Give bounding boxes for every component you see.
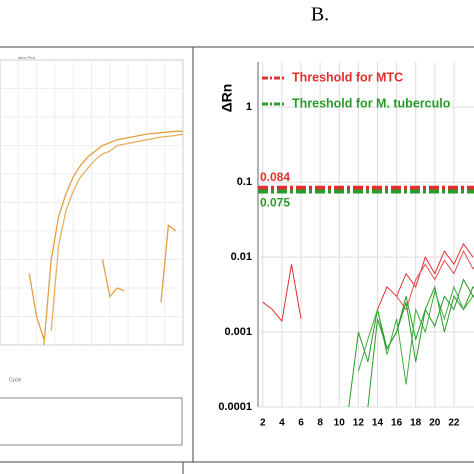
threshold-label: 0.084 bbox=[260, 170, 290, 184]
x-tick-label: 14 bbox=[372, 418, 384, 429]
x-tick-label: 22 bbox=[448, 418, 460, 429]
y-tick-label: 0.01 bbox=[231, 251, 252, 263]
y-axis-label: ΔRn bbox=[219, 84, 235, 113]
x-tick-label: 4 bbox=[279, 418, 285, 429]
series-line bbox=[43, 130, 183, 345]
panel-label: B. bbox=[311, 4, 329, 26]
left-x-label: Cycle bbox=[9, 377, 22, 383]
x-tick-label: 10 bbox=[334, 418, 346, 429]
x-tick-label: 20 bbox=[429, 418, 441, 429]
series-line bbox=[50, 133, 183, 331]
series-line bbox=[348, 285, 474, 407]
series-line bbox=[28, 273, 45, 340]
x-tick-label: 12 bbox=[353, 418, 365, 429]
x-tick-label: 16 bbox=[391, 418, 403, 429]
y-tick-label: 1 bbox=[246, 101, 252, 113]
series-line bbox=[367, 278, 474, 407]
series-line bbox=[396, 249, 474, 311]
left-box bbox=[0, 397, 183, 446]
legend-label: Threshold for M. tuberculo bbox=[292, 96, 451, 110]
y-tick-label: 0.001 bbox=[224, 326, 252, 338]
y-tick-label: 0.1 bbox=[237, 176, 252, 188]
x-tick-label: 6 bbox=[298, 418, 304, 429]
series-line bbox=[377, 242, 474, 310]
x-tick-label: 18 bbox=[410, 418, 422, 429]
series-line bbox=[160, 224, 177, 303]
x-tick-label: 8 bbox=[317, 418, 323, 429]
y-tick-label: 0.0001 bbox=[218, 401, 252, 413]
left-title: ation Plot bbox=[18, 55, 36, 60]
series-line bbox=[357, 285, 474, 385]
plot-lines bbox=[28, 130, 183, 345]
x-tick-label: 2 bbox=[260, 418, 266, 429]
series-line bbox=[101, 259, 125, 299]
plot-lines bbox=[262, 242, 474, 407]
legend-label: Threshold for MTC bbox=[292, 70, 403, 84]
right-plot-area bbox=[258, 62, 474, 407]
series-line bbox=[262, 264, 302, 323]
threshold-label: 0.075 bbox=[260, 196, 290, 210]
